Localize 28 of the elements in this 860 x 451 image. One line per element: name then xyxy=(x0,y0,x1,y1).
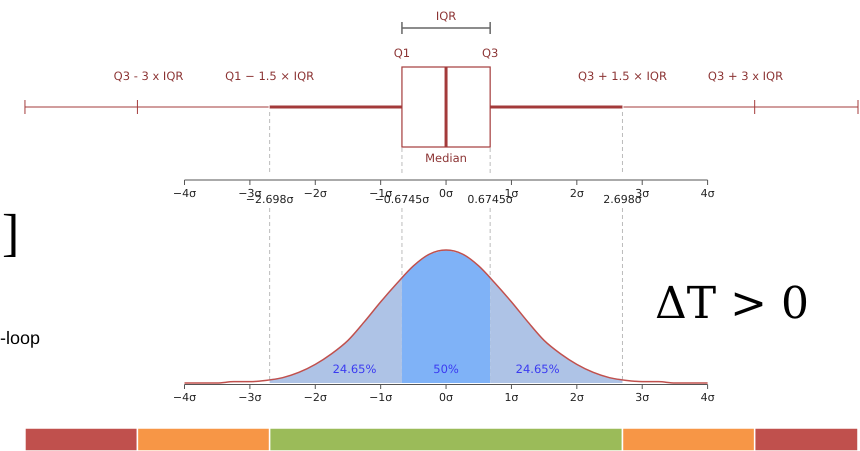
annotation: Q1 − 1.5 × IQR xyxy=(225,69,314,83)
x-tick-label: −2σ xyxy=(304,187,327,200)
x-tick-label: −1σ xyxy=(369,391,392,404)
annotation: 24.65% xyxy=(332,362,376,376)
x-tick-label: −2σ xyxy=(304,391,327,404)
text: -loop xyxy=(0,328,40,348)
x-tick-label: −3σ xyxy=(238,391,262,404)
annotation: 50% xyxy=(433,362,459,376)
x-tick-label: 0σ xyxy=(439,187,454,200)
text: Median xyxy=(425,151,467,165)
x-tick-label: 1σ xyxy=(504,391,518,404)
x-tick-label: 3σ xyxy=(635,391,650,404)
text: Q3 - 3 x IQR xyxy=(114,69,184,83)
x-tick-label: −4σ xyxy=(172,391,196,404)
text: Q3 + 3 x IQR xyxy=(708,69,784,83)
annotation: 24.65% xyxy=(516,362,560,376)
text: IQR xyxy=(436,9,456,23)
x-tick-label: 4σ xyxy=(700,187,715,200)
x-tick-label: 2σ xyxy=(570,187,584,200)
annotation: Q3 + 1.5 × IQR xyxy=(578,69,667,83)
x-tick-label: −4σ xyxy=(172,187,196,200)
x-tick-label: 0σ xyxy=(439,391,454,404)
text: Q1 xyxy=(394,46,410,60)
x-tick-label: 4σ xyxy=(700,391,715,404)
x-tick-label: 2σ xyxy=(570,391,584,404)
annotation: ΔT > 0 xyxy=(655,278,809,329)
text: Q3 xyxy=(482,46,498,60)
text: ] xyxy=(2,205,20,262)
